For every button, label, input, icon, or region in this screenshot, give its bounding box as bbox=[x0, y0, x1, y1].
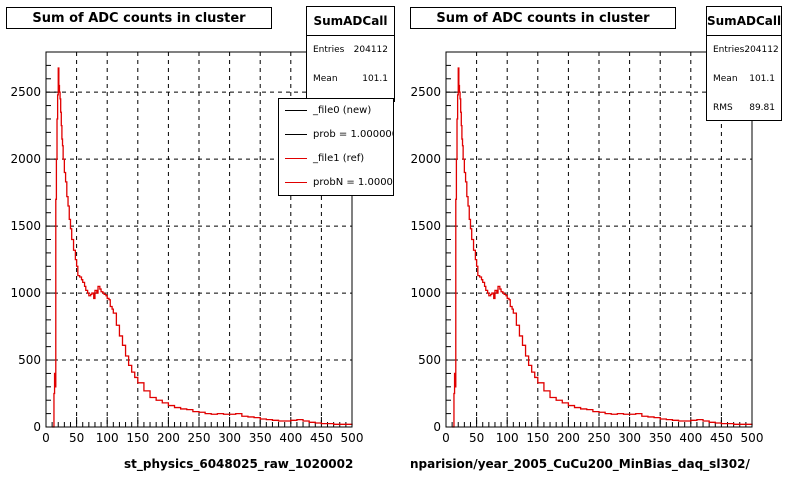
legend-entry: probN = 1.000000 bbox=[279, 171, 393, 195]
legend-label: _file0 (new) bbox=[313, 105, 372, 116]
plot-frame bbox=[445, 51, 753, 428]
chart-left-stats-box: SumADCall Entries 204112 Mean 101.1 bbox=[306, 6, 395, 102]
y-tick-label: 1000 bbox=[410, 286, 441, 300]
x-tick-label: 200 bbox=[557, 431, 580, 445]
stats-value: 204112 bbox=[353, 45, 388, 55]
x-tick-label: 200 bbox=[157, 431, 180, 445]
y-tick-label: 1000 bbox=[10, 286, 41, 300]
stats-value: 89.81 bbox=[749, 103, 775, 113]
y-tick-label: 2500 bbox=[410, 85, 441, 99]
y-tick-label: 0 bbox=[433, 420, 441, 434]
stats-name: SumADCall bbox=[307, 7, 394, 36]
y-tick-label: 500 bbox=[418, 353, 441, 367]
stats-label: Mean bbox=[313, 74, 338, 84]
legend-line-red bbox=[285, 182, 307, 183]
x-tick-label: 0 bbox=[42, 431, 50, 445]
stats-row-entries: Entries 204112 bbox=[707, 36, 781, 65]
y-tick-label: 2000 bbox=[410, 152, 441, 166]
legend-label: probN = 1.000000 bbox=[313, 177, 393, 188]
x-tick-label: 450 bbox=[310, 431, 333, 445]
chart-right: 0 50 100 150 200 250 300 350 400 450 500 0 500 1000 15… bbox=[410, 51, 764, 445]
legend-entry: _file0 (new) bbox=[279, 99, 393, 123]
chart-right-title: Sum of ADC counts in cluster bbox=[410, 7, 676, 29]
x-tick-label: 450 bbox=[710, 431, 733, 445]
stats-row-rms: RMS 89.81 bbox=[707, 94, 781, 123]
legend-line-red bbox=[285, 158, 307, 159]
stats-value: 101.1 bbox=[362, 74, 388, 84]
chart-left-xlabel: st_physics_6048025_raw_1020002 bbox=[124, 457, 354, 471]
stats-label: Entries bbox=[713, 45, 745, 55]
chart-left-legend: _file0 (new) prob = 1.000000 _file1 (ref… bbox=[278, 98, 394, 196]
legend-label: prob = 1.000000 bbox=[313, 129, 394, 140]
legend-line-black bbox=[285, 134, 307, 135]
y-tick-label: 1500 bbox=[10, 219, 41, 233]
stats-row-mean: Mean 101.1 bbox=[707, 65, 781, 94]
x-tick-label: 150 bbox=[126, 431, 149, 445]
stats-row-entries: Entries 204112 bbox=[307, 36, 394, 65]
stats-value: 204112 bbox=[744, 45, 779, 55]
chart-left-title: Sum of ADC counts in cluster bbox=[6, 7, 272, 29]
x-tick-label: 150 bbox=[526, 431, 549, 445]
series-line bbox=[52, 67, 353, 428]
chart-right-stats-box: SumADCall Entries 204112 Mean 101.1 RMS … bbox=[706, 6, 782, 121]
x-tick-label: 350 bbox=[249, 431, 272, 445]
x-tick-label: 0 bbox=[442, 431, 450, 445]
x-tick-label: 400 bbox=[279, 431, 302, 445]
legend-label: _file1 (ref) bbox=[313, 153, 365, 164]
x-tick-label: 100 bbox=[496, 431, 519, 445]
x-tick-label: 500 bbox=[341, 431, 364, 445]
x-tick-label: 300 bbox=[218, 431, 241, 445]
stats-label: Entries bbox=[313, 45, 345, 55]
chart-right-xlabel: nparision/year_2005_CuCu200_MinBias_daq_… bbox=[410, 457, 750, 471]
x-tick-label: 350 bbox=[649, 431, 672, 445]
x-tick-label: 100 bbox=[96, 431, 119, 445]
legend-entry: prob = 1.000000 bbox=[279, 123, 393, 147]
series-line bbox=[452, 67, 753, 428]
stats-name: SumADCall bbox=[707, 7, 781, 36]
y-tick-label: 2000 bbox=[10, 152, 41, 166]
stats-row-mean: Mean 101.1 bbox=[307, 65, 394, 94]
y-tick-label: 2500 bbox=[10, 85, 41, 99]
x-tick-label: 300 bbox=[618, 431, 641, 445]
x-tick-label: 250 bbox=[188, 431, 211, 445]
x-tick-label: 500 bbox=[741, 431, 764, 445]
y-tick-label: 1500 bbox=[410, 219, 441, 233]
x-tick-label: 250 bbox=[588, 431, 611, 445]
x-tick-label: 50 bbox=[69, 431, 84, 445]
x-tick-label: 50 bbox=[469, 431, 484, 445]
legend-line-black bbox=[285, 110, 307, 111]
x-tick-label: 400 bbox=[679, 431, 702, 445]
stats-label: Mean bbox=[713, 74, 738, 84]
y-tick-label: 0 bbox=[33, 420, 41, 434]
y-tick-label: 500 bbox=[18, 353, 41, 367]
stats-value: 101.1 bbox=[749, 74, 775, 84]
stats-label: RMS bbox=[713, 103, 733, 113]
legend-entry: _file1 (ref) bbox=[279, 147, 393, 171]
plot-frame bbox=[45, 51, 353, 428]
